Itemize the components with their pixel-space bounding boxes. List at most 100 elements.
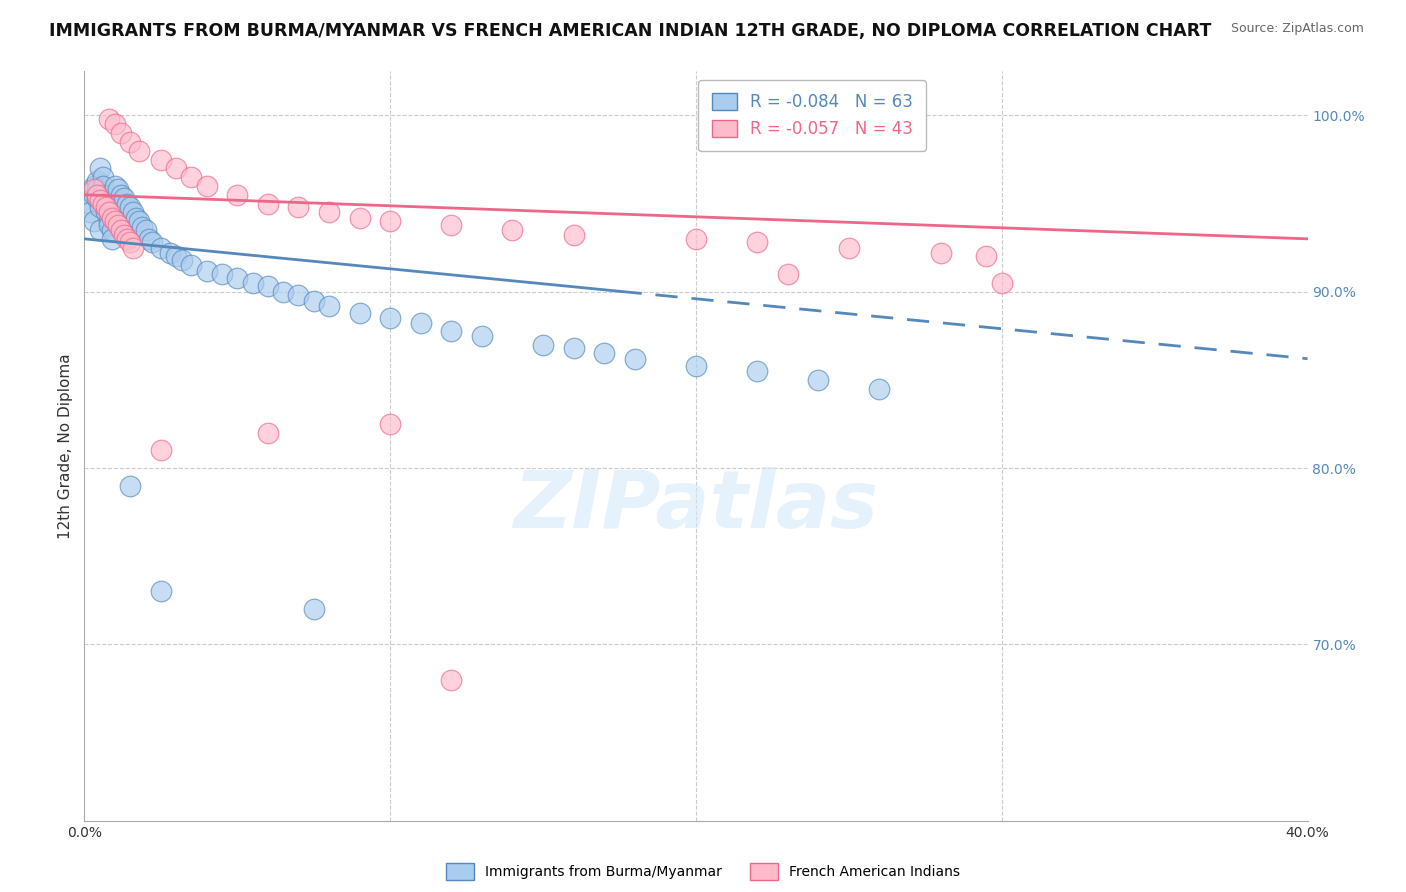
Point <box>104 178 127 193</box>
Point <box>115 232 138 246</box>
Point <box>91 170 114 185</box>
Point <box>89 200 111 214</box>
Point <box>86 191 108 205</box>
Point <box>380 311 402 326</box>
Point <box>149 241 172 255</box>
Point <box>149 443 172 458</box>
Point <box>747 235 769 250</box>
Text: Source: ZipAtlas.com: Source: ZipAtlas.com <box>1230 22 1364 36</box>
Point <box>101 232 124 246</box>
Point <box>83 214 105 228</box>
Point <box>131 219 153 234</box>
Point <box>349 306 371 320</box>
Point <box>104 214 127 228</box>
Point <box>135 223 157 237</box>
Point <box>97 218 120 232</box>
Point <box>122 205 145 219</box>
Point <box>409 317 432 331</box>
Text: ZIPatlas: ZIPatlas <box>513 467 879 545</box>
Point <box>128 144 150 158</box>
Point <box>86 187 108 202</box>
Point <box>976 250 998 264</box>
Point <box>685 359 707 373</box>
Point <box>115 196 138 211</box>
Point <box>79 205 101 219</box>
Legend: R = -0.084   N = 63, R = -0.057   N = 43: R = -0.084 N = 63, R = -0.057 N = 43 <box>699 79 927 151</box>
Point <box>195 178 218 193</box>
Point <box>97 214 120 228</box>
Point <box>125 211 148 225</box>
Point <box>562 341 585 355</box>
Point <box>302 293 325 308</box>
Point <box>180 258 202 272</box>
Point <box>593 346 616 360</box>
Point <box>91 187 114 202</box>
Point <box>120 200 142 214</box>
Point <box>226 270 249 285</box>
Point <box>287 200 309 214</box>
Point <box>86 182 108 196</box>
Point <box>122 241 145 255</box>
Point <box>624 351 647 366</box>
Legend: Immigrants from Burma/Myanmar, French American Indians: Immigrants from Burma/Myanmar, French Am… <box>440 857 966 885</box>
Point <box>86 174 108 188</box>
Y-axis label: 12th Grade, No Diploma: 12th Grade, No Diploma <box>58 353 73 539</box>
Point <box>110 187 132 202</box>
Point <box>991 276 1014 290</box>
Point <box>141 235 163 250</box>
Point <box>149 584 172 599</box>
Point <box>91 178 114 193</box>
Point <box>747 364 769 378</box>
Point <box>380 214 402 228</box>
Point <box>929 246 952 260</box>
Point <box>89 193 111 207</box>
Point <box>107 218 129 232</box>
Point <box>97 112 120 126</box>
Point <box>440 324 463 338</box>
Point <box>97 205 120 219</box>
Point <box>180 170 202 185</box>
Point <box>257 279 280 293</box>
Point <box>271 285 294 299</box>
Point <box>807 373 830 387</box>
Point <box>471 328 494 343</box>
Point <box>172 252 194 267</box>
Point <box>349 211 371 225</box>
Point <box>112 228 135 243</box>
Point <box>89 161 111 176</box>
Point <box>159 246 181 260</box>
Point <box>110 126 132 140</box>
Point <box>440 673 463 687</box>
Point <box>149 153 172 167</box>
Point <box>94 200 117 214</box>
Point <box>128 214 150 228</box>
Point <box>104 117 127 131</box>
Point <box>318 299 340 313</box>
Point <box>110 223 132 237</box>
Point <box>302 602 325 616</box>
Point <box>138 232 160 246</box>
Point <box>287 288 309 302</box>
Point <box>562 228 585 243</box>
Point <box>91 196 114 211</box>
Point <box>869 382 891 396</box>
Point <box>83 187 105 202</box>
Point <box>257 196 280 211</box>
Point <box>242 276 264 290</box>
Point <box>120 135 142 149</box>
Point <box>380 417 402 431</box>
Point <box>107 182 129 196</box>
Point <box>226 187 249 202</box>
Point <box>101 223 124 237</box>
Point <box>83 182 105 196</box>
Point <box>83 178 105 193</box>
Point <box>120 235 142 250</box>
Point <box>257 425 280 440</box>
Point <box>94 205 117 219</box>
Point <box>531 337 554 351</box>
Point <box>502 223 524 237</box>
Point <box>211 267 233 281</box>
Point <box>318 205 340 219</box>
Text: IMMIGRANTS FROM BURMA/MYANMAR VS FRENCH AMERICAN INDIAN 12TH GRADE, NO DIPLOMA C: IMMIGRANTS FROM BURMA/MYANMAR VS FRENCH … <box>49 22 1212 40</box>
Point <box>94 196 117 211</box>
